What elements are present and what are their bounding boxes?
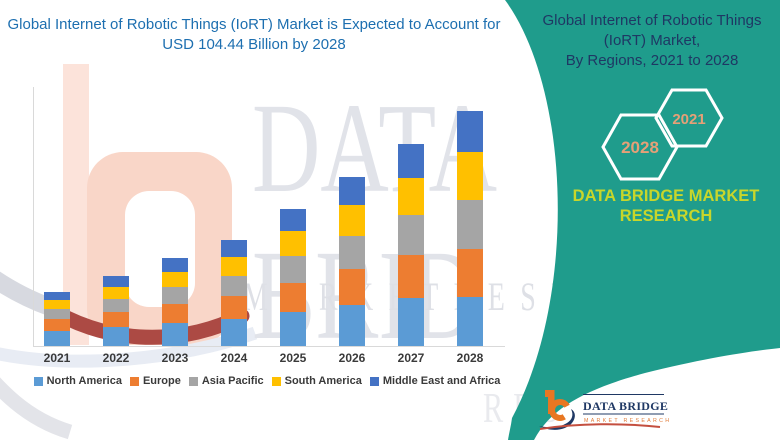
svg-text:MARKET RESEARCH: MARKET RESEARCH (584, 418, 671, 424)
svg-text:DATA BRIDGE: DATA BRIDGE (583, 399, 668, 413)
svg-text:2021: 2021 (672, 111, 705, 128)
svg-text:2028: 2028 (621, 138, 659, 157)
